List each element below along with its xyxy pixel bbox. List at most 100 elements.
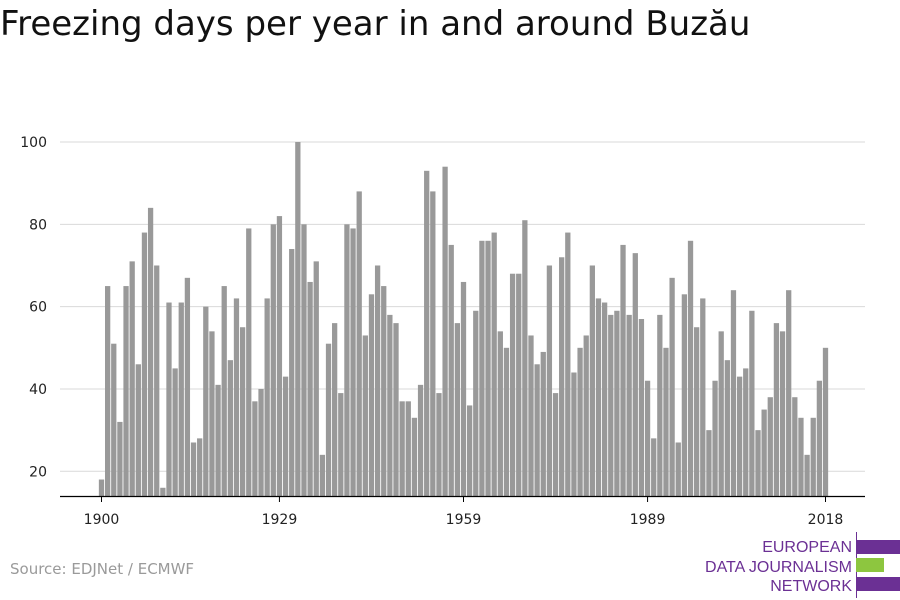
bar-2000	[712, 380, 718, 496]
logo-bar-purple-top	[856, 540, 900, 554]
bar-1953	[424, 170, 430, 496]
bar-2008	[761, 409, 767, 496]
bar-1967	[509, 273, 516, 496]
bar-1943	[362, 335, 368, 496]
bar-1913	[178, 302, 184, 496]
bar-2018	[822, 347, 829, 496]
bar-1928	[270, 224, 276, 496]
bar-1917	[203, 306, 209, 496]
bar-1952	[417, 384, 424, 496]
bar-1906	[135, 364, 141, 496]
bar-1908	[147, 207, 154, 497]
bar-1991	[657, 314, 663, 496]
bar-1979	[583, 335, 589, 496]
bar-1926	[258, 388, 264, 496]
bar-1900	[98, 479, 105, 496]
bar-1905	[129, 261, 135, 496]
bar-1992	[663, 347, 669, 496]
bar-1999	[706, 430, 712, 496]
chart-title: Freezing days per year in and around Buz…	[0, 4, 751, 44]
bar-1989	[644, 380, 651, 496]
y-tick-label: 40	[29, 382, 47, 398]
bar-1907	[141, 232, 148, 496]
bar-1965	[497, 331, 503, 496]
bar-1986	[626, 314, 632, 496]
bar-1938	[332, 323, 338, 496]
y-tick-label: 20	[29, 464, 47, 480]
bar-1916	[197, 438, 203, 496]
logo-text-european: EUROPEAN	[762, 539, 852, 556]
bar-1982	[601, 302, 608, 496]
bar-1933	[301, 224, 307, 496]
edjnet-logo: EUROPEAN DATA JOURNALISM NETWORK	[700, 530, 900, 600]
bar-1951	[411, 417, 418, 496]
bar-1987	[632, 253, 638, 496]
bar-1914	[184, 277, 191, 496]
bar-1975	[559, 257, 565, 496]
bar-1915	[190, 442, 197, 496]
logo-text-network: NETWORK	[770, 578, 852, 595]
bar-2014	[798, 417, 804, 496]
bar-1932	[295, 142, 301, 496]
bar-2002	[724, 360, 730, 496]
bar-1909	[154, 265, 160, 496]
bar-1977	[571, 372, 577, 496]
bar-2015	[804, 454, 810, 496]
bar-1985	[620, 244, 626, 496]
bar-1962	[479, 240, 485, 496]
bar-1931	[289, 249, 295, 496]
bar-2004	[736, 376, 743, 496]
bar-2006	[749, 310, 755, 496]
bar-1958	[454, 323, 461, 496]
bar-1937	[325, 343, 332, 496]
bar-1919	[215, 384, 221, 496]
y-tick-label: 80	[29, 217, 47, 233]
bar-1920	[221, 286, 227, 496]
bar-1983	[608, 314, 614, 496]
bar-1924	[246, 228, 252, 496]
y-tick-label: 100	[20, 135, 47, 151]
bar-1956	[442, 166, 448, 496]
bar-1976	[565, 232, 571, 496]
bar-1972	[540, 351, 546, 496]
bar-1923	[239, 327, 246, 496]
bar-1959	[460, 281, 467, 496]
bar-1994	[675, 442, 681, 496]
bar-2010	[773, 323, 780, 496]
bar-1912	[172, 368, 178, 496]
bar-1922	[233, 298, 240, 496]
bar-2012	[786, 290, 792, 496]
bar-1960	[467, 405, 473, 496]
x-tick-label: 1929	[262, 512, 298, 528]
bar-1954	[430, 191, 436, 496]
bar-2011	[779, 331, 786, 496]
x-axis-ticks: 1900 1929 1959 1989 2018	[84, 496, 843, 528]
logo-text-data-journalism: DATA JOURNALISM	[705, 559, 852, 576]
bar-1963	[485, 240, 491, 496]
y-axis-ticks: 20 40 60 80 100	[20, 135, 47, 480]
bar-1968	[516, 273, 522, 496]
bar-1964	[491, 232, 497, 496]
bar-2005	[743, 368, 749, 496]
bar-1957	[448, 244, 454, 496]
bar-1950	[405, 401, 411, 496]
y-tick-label: 60	[29, 300, 47, 316]
bar-1998	[700, 298, 706, 496]
bar-2003	[730, 290, 737, 496]
bar-1993	[669, 277, 675, 496]
bar-1911	[166, 302, 172, 496]
bar-1961	[473, 310, 479, 496]
bar-1901	[105, 286, 111, 496]
logo-bar-green	[856, 558, 884, 572]
x-tick-label: 1900	[84, 512, 120, 528]
bar-1903	[117, 421, 123, 496]
logo-bar-purple-bottom	[856, 577, 900, 591]
bar-2001	[718, 331, 724, 496]
bar-1904	[123, 286, 129, 496]
bar-1910	[160, 487, 166, 496]
bar-1995	[681, 294, 688, 496]
bar-1927	[264, 298, 270, 496]
bar-1945	[374, 265, 381, 496]
x-tick-label: 1989	[630, 512, 666, 528]
bar-1902	[111, 343, 117, 496]
